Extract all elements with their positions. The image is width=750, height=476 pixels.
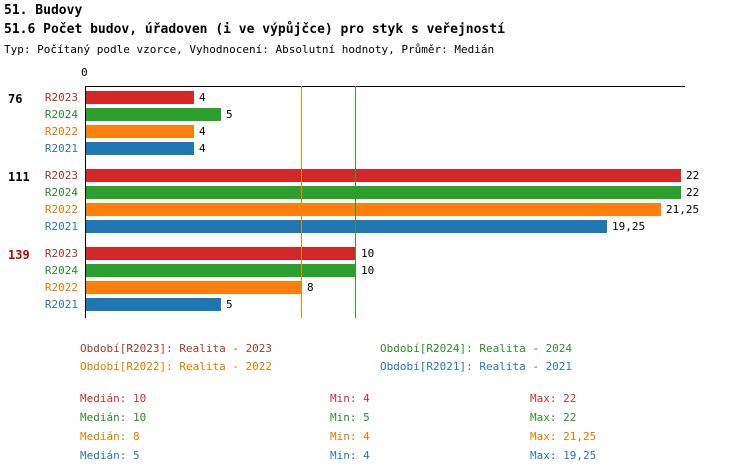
- bar-R2024: [86, 186, 681, 199]
- stats-row-R2024: Medián: 10 Min: 5 Max: 22: [80, 411, 596, 424]
- legend-item-R2022: Období[R2022]: Realita - 2022: [80, 360, 273, 373]
- bar-R2022: [86, 203, 661, 216]
- bar-value-label: 22: [686, 169, 700, 182]
- bar-R2024: [86, 108, 221, 121]
- y-axis-line: [85, 86, 86, 318]
- legend-item-R2023: Období[R2023]: Realita - 2023: [80, 342, 273, 355]
- stat-max: Max: 22: [530, 411, 577, 424]
- median-line-R2022: [301, 86, 302, 318]
- stats-row-R2022: Medián: 8 Min: 4 Max: 21,25: [80, 430, 596, 443]
- legend-item-R2021: Období[R2021]: Realita - 2021: [380, 360, 573, 373]
- group-label: 111: [8, 170, 30, 184]
- x-axis-line: [85, 86, 685, 87]
- stat-median: Medián: 8: [80, 430, 140, 443]
- chart-title: 51.6 Počet budov, úřadoven (i ve výpůjčc…: [4, 22, 505, 37]
- bar-value-label: 5: [226, 298, 233, 311]
- series-label-R2021: R2021: [44, 220, 78, 233]
- series-label-R2024: R2024: [44, 108, 78, 121]
- stat-max: Max: 21,25: [530, 430, 597, 443]
- stat-min: Min: 5: [330, 411, 370, 424]
- group-label: 76: [8, 92, 23, 106]
- bar-value-label: 10: [361, 247, 375, 260]
- series-label-R2024: R2024: [44, 264, 78, 277]
- group-label: 139: [8, 248, 30, 262]
- legend-item-R2024: Období[R2024]: Realita - 2024: [380, 342, 573, 355]
- bar-R2021: [86, 220, 607, 233]
- stat-median: Medián: 10: [80, 392, 147, 405]
- series-label-R2023: R2023: [44, 169, 78, 182]
- series-label-R2022: R2022: [44, 125, 78, 138]
- bar-value-label: 22: [686, 186, 700, 199]
- series-label-R2022: R2022: [44, 203, 78, 216]
- series-label-R2021: R2021: [44, 142, 78, 155]
- stat-median: Medián: 5: [80, 449, 140, 462]
- chart-meta: Typ: Počítaný podle vzorce, Vyhodnocení:…: [4, 43, 495, 56]
- bar-value-label: 21,25: [666, 203, 700, 216]
- stat-min: Min: 4: [330, 430, 370, 443]
- bar-R2024: [86, 264, 356, 277]
- axis-origin-label: 0: [81, 66, 88, 79]
- bar-value-label: 4: [199, 125, 206, 138]
- series-label-R2023: R2023: [44, 247, 78, 260]
- stat-min: Min: 4: [330, 449, 370, 462]
- bar-R2021: [86, 142, 194, 155]
- bar-value-label: 4: [199, 91, 206, 104]
- series-label-R2023: R2023: [44, 91, 78, 104]
- bar-R2021: [86, 298, 221, 311]
- bar-value-label: 8: [307, 281, 314, 294]
- median-line-R2024: [355, 86, 356, 318]
- series-label-R2024: R2024: [44, 186, 78, 199]
- legend: Období[R2023]: Realita - 2023 Období[R202…: [80, 342, 572, 373]
- stat-max: Max: 19,25: [530, 449, 597, 462]
- series-label-R2022: R2022: [44, 281, 78, 294]
- bar-R2023: [86, 91, 194, 104]
- stat-min: Min: 4: [330, 392, 370, 405]
- bar-value-label: 19,25: [612, 220, 646, 233]
- bar-R2022: [86, 281, 302, 294]
- bar-value-label: 10: [361, 264, 375, 277]
- bar-chart: 0 76 R2023 4 R2024 5 R2022 4 R2021 4 111 R2023 22 R20…: [0, 60, 750, 328]
- stats-row-R2021: Medián: 5 Min: 4 Max: 19,25: [80, 449, 596, 462]
- bar-R2023: [86, 247, 356, 260]
- bar-R2022: [86, 125, 194, 138]
- bar-value-label: 5: [226, 108, 233, 121]
- stats-row-R2023: Medián: 10 Min: 4 Max: 22: [80, 392, 596, 405]
- bar-R2023: [86, 169, 681, 182]
- stat-max: Max: 22: [530, 392, 577, 405]
- stat-median: Medián: 10: [80, 411, 147, 424]
- bar-value-label: 4: [199, 142, 206, 155]
- page-title: 51. Budovy: [4, 3, 83, 18]
- series-label-R2021: R2021: [44, 298, 78, 311]
